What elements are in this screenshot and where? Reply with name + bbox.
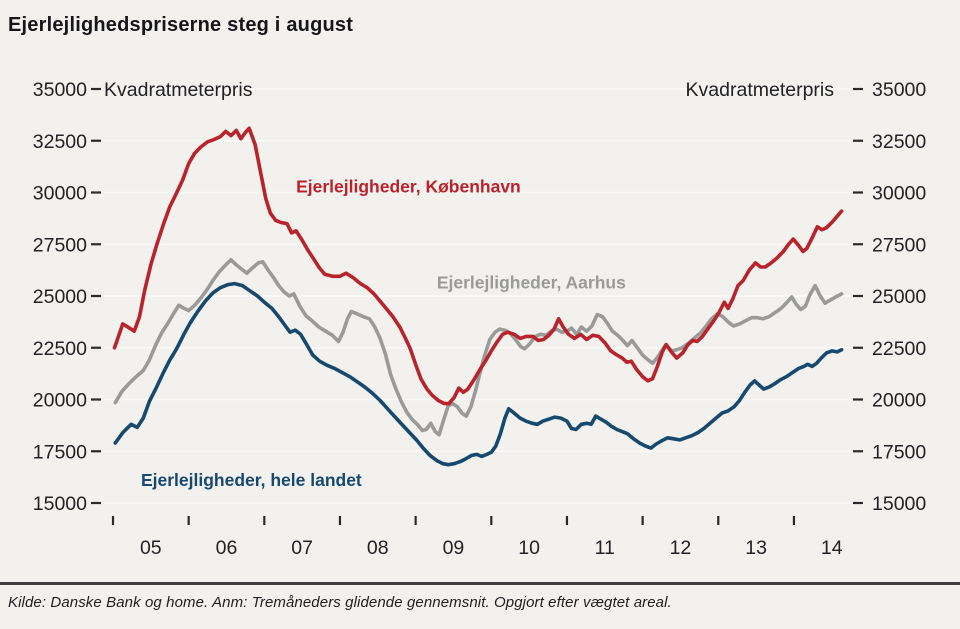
y-axis-label-right: 27500 xyxy=(872,234,926,256)
y-axis-label-left: 32500 xyxy=(33,131,87,153)
price-chart: 35000 35000 32500 32500 30000 30000 27500 27500… xyxy=(33,79,927,559)
y-axis-label-left: 17500 xyxy=(33,441,87,463)
x-axis-label: 08 xyxy=(367,537,389,559)
x-axis-label: 05 xyxy=(140,537,162,559)
chart-title: Ejerlejlighedspriserne steg i august xyxy=(8,14,354,36)
y-axis-label-right: 20000 xyxy=(872,390,926,412)
y-axis-title-right: Kvadratmeterpris xyxy=(686,79,835,101)
source-note: Kilde: Danske Bank og home. Anm: Tremåne… xyxy=(8,594,672,611)
y-axis-label-right: 25000 xyxy=(872,286,926,308)
x-axis-label: 11 xyxy=(595,537,615,559)
y-axis-label-left: 27500 xyxy=(33,234,87,256)
y-axis-label-left: 15000 xyxy=(33,493,87,515)
y-axis-label-right: 35000 xyxy=(872,79,926,101)
footer-divider xyxy=(0,582,960,585)
x-axis-label: 07 xyxy=(291,537,313,559)
series-label-aarhus: Ejerlejligheder, Aarhus xyxy=(437,273,626,293)
x-axis-label: 06 xyxy=(216,537,238,559)
series-line-hele-landet xyxy=(113,281,844,467)
y-axis-label-right: 15000 xyxy=(872,493,926,515)
y-axis-label-right: 22500 xyxy=(872,338,926,360)
series-label-hele-landet: Ejerlejligheder, hele landet xyxy=(141,470,362,490)
y-axis-label-left: 30000 xyxy=(33,183,87,205)
x-axis-label: 14 xyxy=(821,537,843,559)
x-axis-label: 12 xyxy=(670,537,692,559)
y-axis-label-right: 17500 xyxy=(872,441,926,463)
y-axis-label-right: 32500 xyxy=(872,131,926,153)
y-axis-title-left: Kvadratmeterpris xyxy=(104,79,253,101)
x-axis-label: 10 xyxy=(518,537,540,559)
series-label-kobenhavn: Ejerlejligheder, København xyxy=(296,176,521,196)
y-axis-label-left: 25000 xyxy=(33,286,87,308)
y-axis-label-right: 30000 xyxy=(872,183,926,205)
series-line-kobenhavn xyxy=(112,126,844,406)
y-axis-label-left: 22500 xyxy=(33,338,87,360)
y-axis-label-left: 35000 xyxy=(33,79,87,101)
y-axis-label-left: 20000 xyxy=(33,390,87,412)
x-axis-label: 09 xyxy=(443,537,465,559)
x-axis-label: 13 xyxy=(745,537,767,559)
